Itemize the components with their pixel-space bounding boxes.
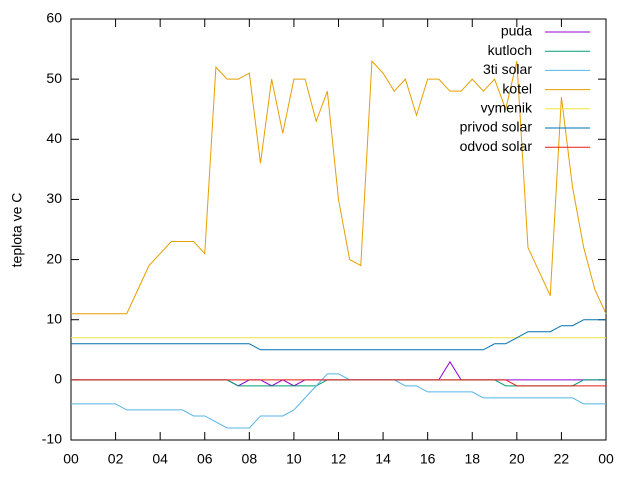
x-tick-label: 10 (286, 451, 302, 467)
x-tick-label: 16 (420, 451, 436, 467)
x-tick-label: 04 (152, 451, 168, 467)
y-tick-label: 60 (46, 10, 62, 26)
y-tick-label: 10 (46, 310, 62, 326)
legend-label: puda (501, 23, 532, 39)
x-tick-label: 00 (63, 451, 79, 467)
x-tick-label: 00 (598, 451, 614, 467)
y-tick-label: 20 (46, 250, 62, 266)
y-tick-label: -10 (42, 431, 62, 447)
x-tick-label: 06 (197, 451, 213, 467)
series-line (71, 319, 606, 351)
y-tick-label: 0 (54, 371, 62, 387)
legend-label: 3ti solar (483, 61, 532, 77)
series-line (71, 59, 607, 315)
x-tick-label: 14 (375, 451, 391, 467)
x-tick-label: 20 (509, 451, 525, 467)
x-tick-label: 22 (554, 451, 570, 467)
x-tick-label: 08 (242, 451, 258, 467)
legend-label: privod solar (460, 119, 533, 135)
legend-label: odvod solar (460, 138, 533, 154)
y-axis-label: teplota ve C (9, 193, 25, 268)
plot-border (70, 18, 607, 441)
legend-label: kotel (502, 80, 532, 96)
series-line (71, 379, 606, 387)
x-tick-label: 02 (108, 451, 124, 467)
y-tick-label: 50 (46, 70, 62, 86)
y-tick-label: 40 (46, 130, 62, 146)
y-tick-label: 30 (46, 190, 62, 206)
series-line (71, 373, 606, 429)
legend-label: kutloch (488, 42, 532, 58)
legend-label: vymenik (481, 100, 533, 116)
x-tick-label: 12 (331, 451, 347, 467)
x-tick-label: 18 (464, 451, 480, 467)
